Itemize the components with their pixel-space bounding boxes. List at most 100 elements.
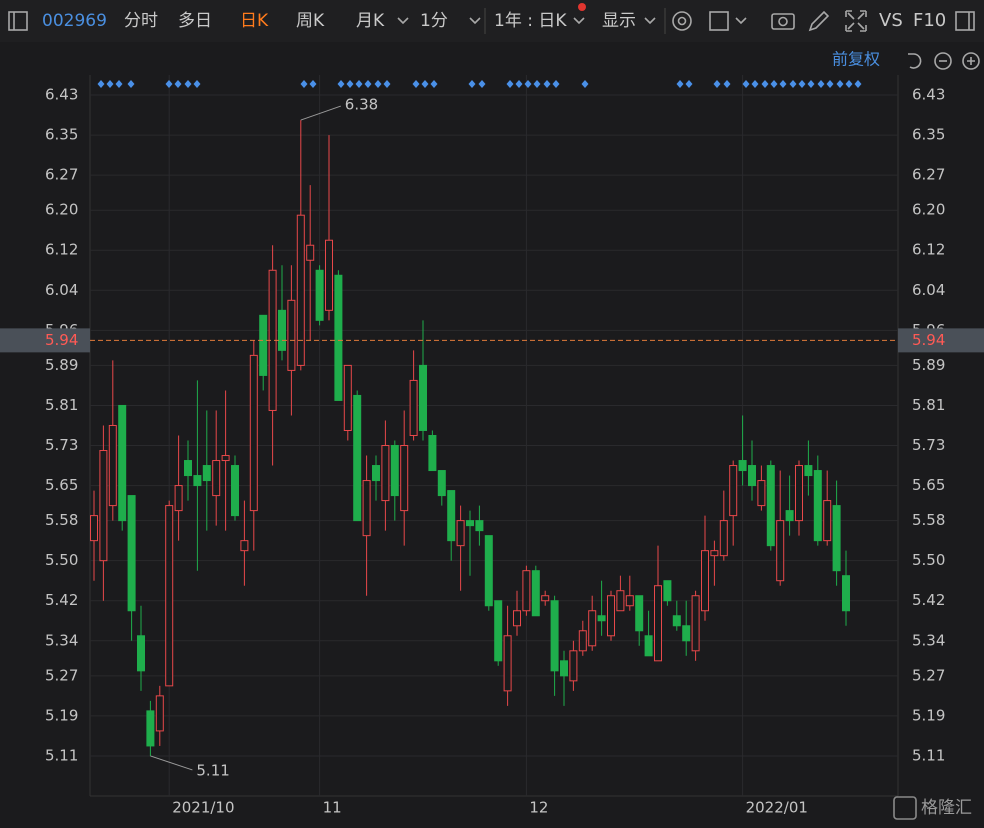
- candle-body: [296, 214, 305, 366]
- display-menu[interactable]: 显示: [602, 11, 636, 31]
- candle-body: [663, 580, 672, 602]
- candle-body: [90, 515, 98, 542]
- candle-body: [212, 460, 221, 497]
- min-leader: [150, 755, 193, 771]
- candle-body: [353, 394, 362, 522]
- candle-body: [710, 550, 719, 557]
- candle-body: [804, 465, 813, 477]
- adjust-mode[interactable]: 前复权: [832, 50, 880, 69]
- candle-body: [231, 465, 239, 517]
- candle-body: [240, 540, 249, 552]
- signal-marker: [723, 80, 731, 88]
- candle-body: [108, 424, 117, 507]
- signal-marker: [789, 80, 797, 88]
- candle-body: [503, 635, 512, 692]
- signal-marker: [713, 80, 721, 88]
- signal-marker: [374, 80, 382, 88]
- watermark: 格隆汇: [921, 798, 972, 818]
- period-select[interactable]: 1年 : 日K: [494, 11, 567, 31]
- period-tab[interactable]: 分时: [124, 11, 158, 31]
- y-tick-label: 5.89: [45, 356, 78, 374]
- candle-body: [616, 590, 625, 612]
- candle-body: [776, 520, 785, 582]
- pencil-icon[interactable]: [808, 10, 830, 32]
- chevron: [735, 17, 747, 25]
- candle-body: [315, 269, 324, 321]
- signal-marker: [515, 80, 523, 88]
- sidebar-toggle[interactable]: [8, 11, 28, 31]
- period-tab[interactable]: 日K: [240, 11, 269, 31]
- camera-lens: [778, 16, 788, 27]
- f10-button[interactable]: F10: [913, 10, 946, 31]
- signal-marker: [468, 80, 476, 88]
- candle-body: [362, 480, 371, 537]
- min-label: 5.11: [196, 761, 229, 779]
- stock-code[interactable]: 002969: [42, 11, 107, 31]
- y2-tick-label: 5.19: [912, 706, 945, 724]
- y2-tick-label: 6.35: [912, 126, 945, 144]
- candle-body: [437, 470, 446, 497]
- candle-body: [184, 460, 192, 477]
- chevron: [469, 17, 481, 25]
- x-tick-label: 2022/01: [746, 799, 808, 817]
- signal-marker: [300, 80, 308, 88]
- signal-marker: [581, 80, 589, 88]
- y2-tick-label: 5.73: [912, 436, 945, 454]
- candle-body: [842, 575, 850, 612]
- candle-body: [202, 465, 211, 482]
- candle-body: [306, 244, 315, 261]
- candle-body: [795, 465, 803, 522]
- signal-marker: [524, 80, 532, 88]
- candle-body: [682, 625, 691, 642]
- candle-body: [390, 445, 399, 497]
- camera-icon[interactable]: [771, 13, 795, 30]
- y-tick-label: 6.20: [45, 201, 78, 219]
- candle-body: [287, 299, 296, 371]
- y-tick-label: 5.81: [45, 396, 78, 414]
- signal-marker: [412, 80, 420, 88]
- candle-body: [541, 595, 550, 602]
- y2-tick-label: 5.27: [912, 666, 945, 684]
- signal-marker: [543, 80, 551, 88]
- max-leader: [300, 105, 341, 121]
- settings-icon[interactable]: [672, 11, 692, 31]
- settings-icon-core: [677, 16, 687, 26]
- signal-marker: [798, 80, 806, 88]
- reset-icon[interactable]: [908, 53, 922, 69]
- candle-body: [738, 460, 747, 472]
- y2-tick-label: 5.42: [912, 591, 945, 609]
- signal-marker: [836, 80, 844, 88]
- zoom-out-icon[interactable]: [934, 52, 952, 70]
- chevron: [644, 17, 656, 25]
- candle-body: [466, 520, 474, 527]
- signal-marker: [383, 80, 391, 88]
- candle-body: [691, 595, 700, 652]
- layout-icon[interactable]: [709, 11, 729, 31]
- period-tab[interactable]: 月K: [356, 11, 385, 31]
- y2-tick-label: 5.11: [912, 746, 945, 764]
- candle-body: [654, 585, 662, 662]
- panel-icon[interactable]: [955, 11, 975, 31]
- vs-button[interactable]: VS: [879, 10, 903, 31]
- signal-marker: [676, 80, 684, 88]
- y2-tick-label: 5.81: [912, 396, 945, 414]
- signal-marker: [751, 80, 759, 88]
- period-tab[interactable]: 周K: [296, 11, 325, 31]
- signal-marker: [552, 80, 560, 88]
- period-tab[interactable]: 1分: [420, 11, 448, 31]
- max-label: 6.38: [345, 96, 378, 114]
- zoom-in-icon[interactable]: [962, 52, 980, 70]
- candle-body: [456, 520, 465, 547]
- signal-marker: [355, 80, 363, 88]
- signal-marker: [845, 80, 853, 88]
- candle-body: [813, 470, 822, 542]
- signal-marker: [184, 80, 192, 88]
- period-tab[interactable]: 多日: [178, 11, 212, 31]
- candle-body: [522, 570, 531, 612]
- notify-dot: [578, 3, 586, 11]
- crosshair-label: 5.94: [45, 331, 78, 349]
- y2-tick-label: 5.50: [912, 551, 945, 569]
- candle-body: [766, 465, 775, 547]
- expand-icon[interactable]: [845, 10, 867, 32]
